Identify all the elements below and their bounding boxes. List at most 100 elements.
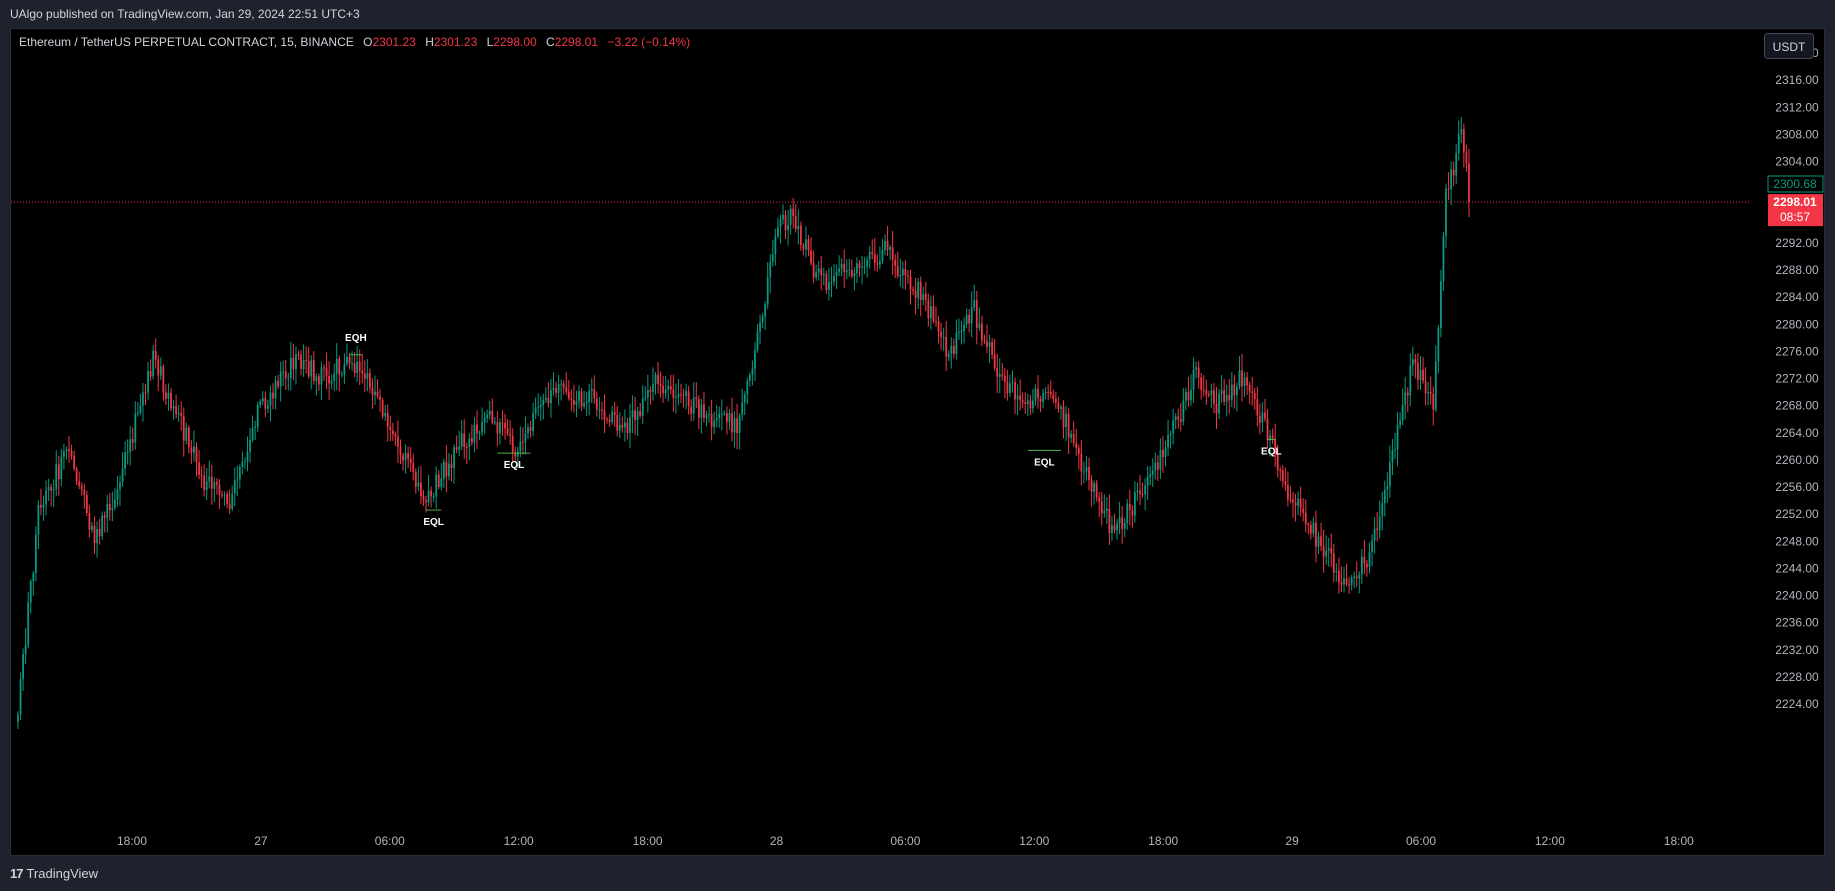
candle-body[interactable] — [1294, 502, 1297, 506]
candle-body[interactable] — [1317, 536, 1320, 547]
candle-body[interactable] — [1230, 384, 1233, 400]
candle-body[interactable] — [55, 464, 58, 490]
candle-body[interactable] — [75, 468, 78, 482]
candle-body[interactable] — [578, 391, 580, 402]
candle-body[interactable] — [542, 399, 545, 405]
candle-body[interactable] — [101, 515, 104, 537]
candle-body[interactable] — [983, 339, 986, 342]
candle-body[interactable] — [272, 392, 274, 399]
candle-body[interactable] — [1238, 370, 1241, 387]
candle-body[interactable] — [460, 433, 463, 447]
candle-body[interactable] — [718, 413, 721, 419]
candle-body[interactable] — [289, 357, 292, 378]
candle-body[interactable] — [1266, 418, 1269, 441]
candle-body[interactable] — [764, 304, 767, 317]
candle-body[interactable] — [639, 411, 642, 416]
candle-body[interactable] — [1072, 433, 1075, 444]
candle-body[interactable] — [937, 321, 940, 332]
candle-body[interactable] — [27, 602, 30, 645]
currency-button[interactable]: USDT — [1764, 33, 1814, 59]
candle-body[interactable] — [165, 392, 167, 399]
candle-body[interactable] — [147, 370, 149, 393]
candle-body[interactable] — [193, 446, 195, 453]
candle-body[interactable] — [1139, 490, 1141, 494]
candle-body[interactable] — [1105, 508, 1108, 511]
candle-body[interactable] — [1215, 403, 1218, 414]
candle-body[interactable] — [794, 215, 797, 230]
candle-body[interactable] — [797, 225, 800, 230]
candle-body[interactable] — [1077, 447, 1080, 454]
candle-body[interactable] — [618, 424, 621, 431]
candle-body[interactable] — [738, 415, 741, 434]
candle-body[interactable] — [73, 456, 75, 469]
candle-body[interactable] — [848, 269, 851, 271]
candle-body[interactable] — [205, 481, 208, 490]
candle-body[interactable] — [80, 485, 83, 490]
candle-body[interactable] — [894, 259, 897, 266]
candle-body[interactable] — [850, 269, 853, 277]
candle-body[interactable] — [970, 307, 973, 324]
candle-body[interactable] — [616, 414, 619, 431]
candle-body[interactable] — [221, 494, 223, 496]
candle-body[interactable] — [634, 410, 636, 421]
candle-body[interactable] — [1360, 556, 1363, 575]
candle-body[interactable] — [384, 413, 387, 417]
candle-body[interactable] — [458, 446, 461, 450]
candle-body[interactable] — [1123, 523, 1126, 529]
candle-body[interactable] — [78, 481, 81, 486]
candle-body[interactable] — [644, 397, 647, 399]
candle-body[interactable] — [60, 456, 63, 480]
candle-body[interactable] — [1251, 391, 1254, 394]
candle-body[interactable] — [391, 430, 394, 435]
candle-body[interactable] — [899, 275, 902, 277]
candle-body[interactable] — [1335, 571, 1338, 573]
candle-body[interactable] — [17, 714, 19, 722]
candle-body[interactable] — [1391, 450, 1394, 463]
candle-body[interactable] — [779, 219, 782, 227]
candle-body[interactable] — [924, 293, 927, 300]
candle-body[interactable] — [330, 380, 333, 384]
candle-body[interactable] — [810, 250, 812, 264]
candle-body[interactable] — [267, 405, 269, 409]
candle-body[interactable] — [629, 416, 631, 434]
candle-body[interactable] — [139, 405, 142, 413]
candle-body[interactable] — [432, 496, 435, 498]
candle-body[interactable] — [657, 374, 659, 384]
candle-body[interactable] — [142, 392, 144, 406]
candle-body[interactable] — [1156, 462, 1159, 470]
candle-body[interactable] — [774, 236, 777, 255]
candle-body[interactable] — [871, 252, 874, 255]
candle-body[interactable] — [761, 316, 764, 323]
candle-body[interactable] — [611, 411, 614, 422]
candle-body[interactable] — [318, 376, 320, 385]
candle-body[interactable] — [919, 281, 922, 300]
candle-body[interactable] — [598, 409, 601, 411]
candle-body[interactable] — [256, 404, 259, 427]
candle-body[interactable] — [1136, 490, 1139, 493]
candle-body[interactable] — [822, 274, 825, 276]
candle-body[interactable] — [1062, 406, 1065, 428]
candle-body[interactable] — [70, 451, 73, 457]
candle-body[interactable] — [1327, 548, 1330, 551]
candle-body[interactable] — [124, 452, 126, 469]
candle-body[interactable] — [669, 386, 672, 390]
candle-body[interactable] — [1248, 385, 1251, 392]
candle-body[interactable] — [279, 371, 282, 387]
candle-body[interactable] — [427, 490, 430, 503]
candle-body[interactable] — [1111, 525, 1113, 534]
candle-body[interactable] — [366, 373, 369, 379]
candle-body[interactable] — [208, 476, 211, 482]
candle-body[interactable] — [1309, 524, 1312, 534]
candle-body[interactable] — [236, 479, 239, 481]
candle-body[interactable] — [766, 276, 769, 305]
candle-body[interactable] — [685, 391, 687, 396]
candle-body[interactable] — [1039, 398, 1042, 402]
candle-body[interactable] — [907, 275, 909, 277]
candle-body[interactable] — [180, 412, 183, 417]
candle-body[interactable] — [654, 374, 657, 385]
candle-body[interactable] — [914, 290, 917, 299]
candle-body[interactable] — [1085, 467, 1088, 472]
candle-body[interactable] — [1159, 450, 1162, 470]
candle-body[interactable] — [917, 281, 920, 299]
candle-body[interactable] — [185, 427, 188, 441]
